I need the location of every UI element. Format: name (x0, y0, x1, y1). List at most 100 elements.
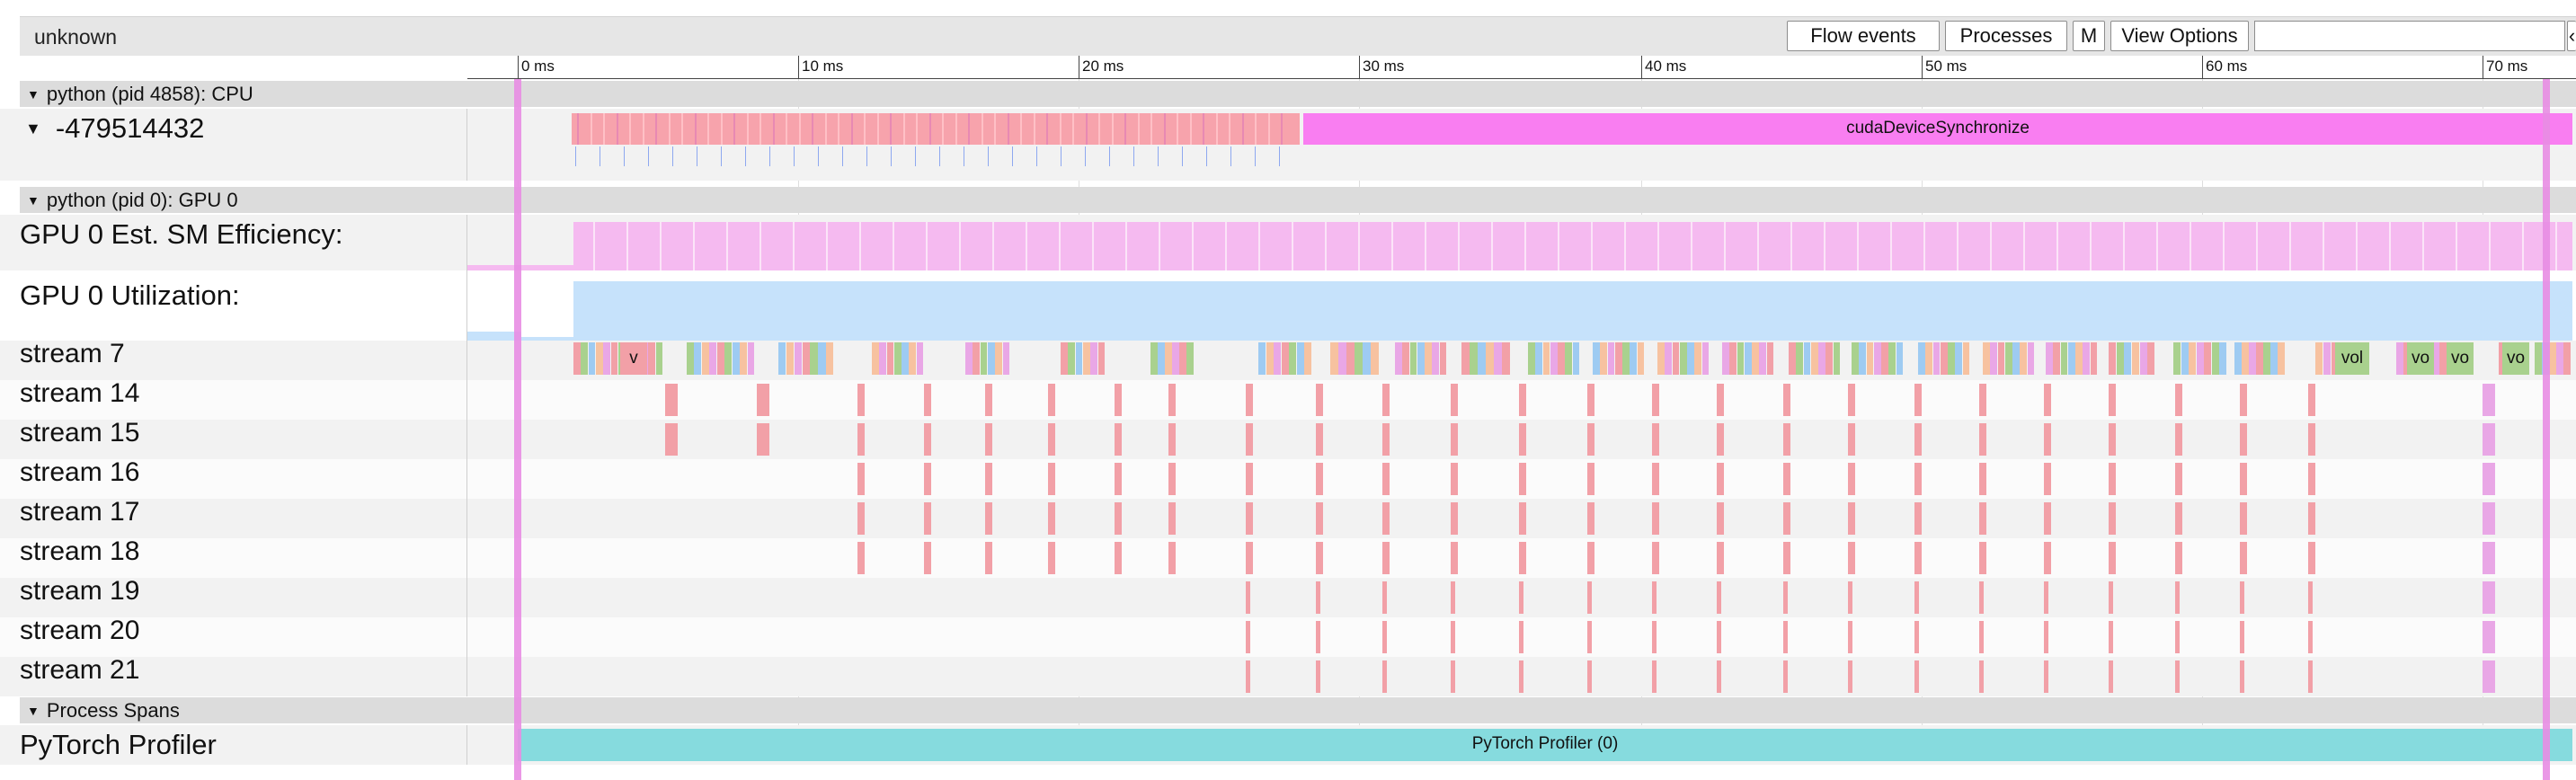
cpu-op-slice[interactable] (876, 113, 879, 145)
kernel-slice[interactable] (1246, 502, 1253, 535)
kernel-slice[interactable] (1652, 423, 1659, 456)
kernel-slice[interactable] (1486, 342, 1494, 375)
kernel-slice[interactable] (1848, 581, 1852, 614)
cpu-op-slice[interactable] (1085, 113, 1088, 145)
kernel-slice[interactable] (1848, 660, 1852, 693)
cuda-device-synchronize-bar[interactable] (1303, 113, 2572, 145)
kernel-slice[interactable] (1382, 660, 1387, 693)
kernel-slice[interactable] (1652, 581, 1657, 614)
kernel-slice[interactable] (1914, 463, 1922, 495)
kernel-slice[interactable] (655, 342, 663, 375)
kernel-slice[interactable] (1451, 463, 1458, 495)
cpu-op-slice[interactable] (1033, 113, 1035, 145)
kernel-slice[interactable] (1316, 463, 1323, 495)
kernel-slice[interactable] (1997, 342, 2005, 375)
kernel-slice[interactable] (2044, 463, 2051, 495)
kernel-slice[interactable] (1848, 542, 1855, 574)
cpu-sub-op[interactable] (1230, 146, 1231, 166)
kernel-slice[interactable] (1783, 384, 1790, 416)
kernel-slice[interactable] (1246, 660, 1250, 693)
cpu-sub-op[interactable] (1133, 146, 1134, 166)
kernel-slice[interactable] (2090, 342, 2098, 375)
kernel-slice[interactable] (2549, 342, 2556, 375)
cpu-op-slice[interactable] (1124, 113, 1126, 145)
kernel-slice[interactable] (924, 463, 931, 495)
kernel-slice[interactable] (2075, 342, 2083, 375)
kernel-slice[interactable] (1258, 342, 1266, 375)
selection-start-marker[interactable] (514, 79, 521, 780)
kernel-slice[interactable] (1833, 342, 1841, 375)
kernel-slice[interactable] (1528, 342, 1535, 375)
stream-track[interactable] (467, 617, 2576, 657)
kernel-slice[interactable] (665, 384, 678, 416)
kernel-slice[interactable] (2004, 342, 2012, 375)
kernel-slice[interactable] (2175, 660, 2180, 693)
kernel-slice[interactable] (596, 342, 603, 375)
kernel-slice[interactable] (1848, 423, 1855, 456)
kernel-slice[interactable] (2240, 581, 2244, 614)
kernel-slice[interactable] (2483, 384, 2495, 416)
cpu-op-slice[interactable] (1229, 113, 1230, 145)
kernel-slice[interactable] (1979, 384, 1986, 416)
kernel-slice[interactable] (1940, 342, 1948, 375)
kernel-slice[interactable] (1382, 463, 1390, 495)
kernel-slice[interactable] (1687, 342, 1694, 375)
cpu-op-slice[interactable] (655, 113, 657, 145)
kernel-slice[interactable] (1896, 342, 1904, 375)
kernel-slice[interactable] (1859, 342, 1867, 375)
kernel-slice[interactable] (2249, 342, 2256, 375)
cpu-op-slice[interactable] (694, 113, 697, 145)
kernel-slice[interactable] (995, 342, 1003, 375)
kernel-slice[interactable] (2234, 342, 2242, 375)
kernel-slice[interactable] (1451, 423, 1458, 456)
kernel-slice[interactable] (2439, 342, 2447, 375)
cpu-op-slice[interactable] (759, 113, 761, 145)
kernel-slice[interactable] (2204, 342, 2212, 375)
cpu-sub-op[interactable] (648, 146, 649, 166)
kernel-slice[interactable] (1048, 502, 1055, 535)
kernel-slice[interactable] (1417, 342, 1425, 375)
kernel-slice[interactable] (857, 384, 865, 416)
cpu-track[interactable]: cudaDeviceSynchronize (467, 109, 2576, 181)
kernel-slice[interactable] (1304, 342, 1312, 375)
kernel-slice[interactable] (747, 342, 755, 375)
cpu-op-slice[interactable] (786, 113, 787, 145)
kernel-slice[interactable] (1796, 342, 1804, 375)
kernel-slice[interactable] (973, 342, 981, 375)
stream-track[interactable]: v vol vo vo vo (467, 341, 2576, 380)
kernel-slice[interactable] (1048, 463, 1055, 495)
kernel-slice[interactable] (2116, 342, 2124, 375)
cpu-op-slice[interactable] (1267, 113, 1270, 145)
kernel-slice[interactable] (2308, 423, 2315, 456)
kernel-slice[interactable] (2067, 342, 2075, 375)
cpu-op-slice[interactable] (850, 113, 853, 145)
kernel-slice[interactable] (1097, 342, 1106, 375)
kernel-slice[interactable] (1825, 342, 1834, 375)
kernel-slice[interactable] (924, 384, 931, 416)
cpu-op-slice[interactable] (772, 113, 775, 145)
kernel-slice[interactable] (2335, 342, 2369, 375)
kernel-slice[interactable] (2483, 542, 2495, 574)
kernel-slice[interactable] (2308, 542, 2315, 574)
cpu-thread-label[interactable]: ▼ -479514432 (25, 112, 205, 144)
kernel-slice[interactable] (1451, 660, 1455, 693)
kernel-slice[interactable] (1783, 502, 1790, 535)
kernel-slice[interactable] (2483, 660, 2495, 693)
cpu-op-slice[interactable] (707, 113, 709, 145)
kernel-slice[interactable] (794, 342, 803, 375)
kernel-slice[interactable] (2263, 342, 2270, 375)
kernel-slice[interactable] (740, 342, 748, 375)
kernel-slice[interactable] (1979, 423, 1986, 456)
kernel-slice[interactable] (1848, 621, 1852, 653)
kernel-slice[interactable] (1979, 542, 1986, 574)
kernel-slice[interactable] (709, 342, 717, 375)
kernel-slice[interactable] (1888, 342, 1896, 375)
kernel-slice[interactable] (2027, 342, 2035, 375)
kernel-slice[interactable] (1614, 342, 1622, 375)
kernel-slice[interactable] (2046, 342, 2053, 375)
cpu-sub-op[interactable] (721, 146, 722, 166)
kernel-slice[interactable] (2124, 342, 2132, 375)
kernel-slice[interactable] (988, 342, 995, 375)
kernel-slice[interactable] (2240, 660, 2244, 693)
kernel-slice[interactable] (1979, 621, 1984, 653)
